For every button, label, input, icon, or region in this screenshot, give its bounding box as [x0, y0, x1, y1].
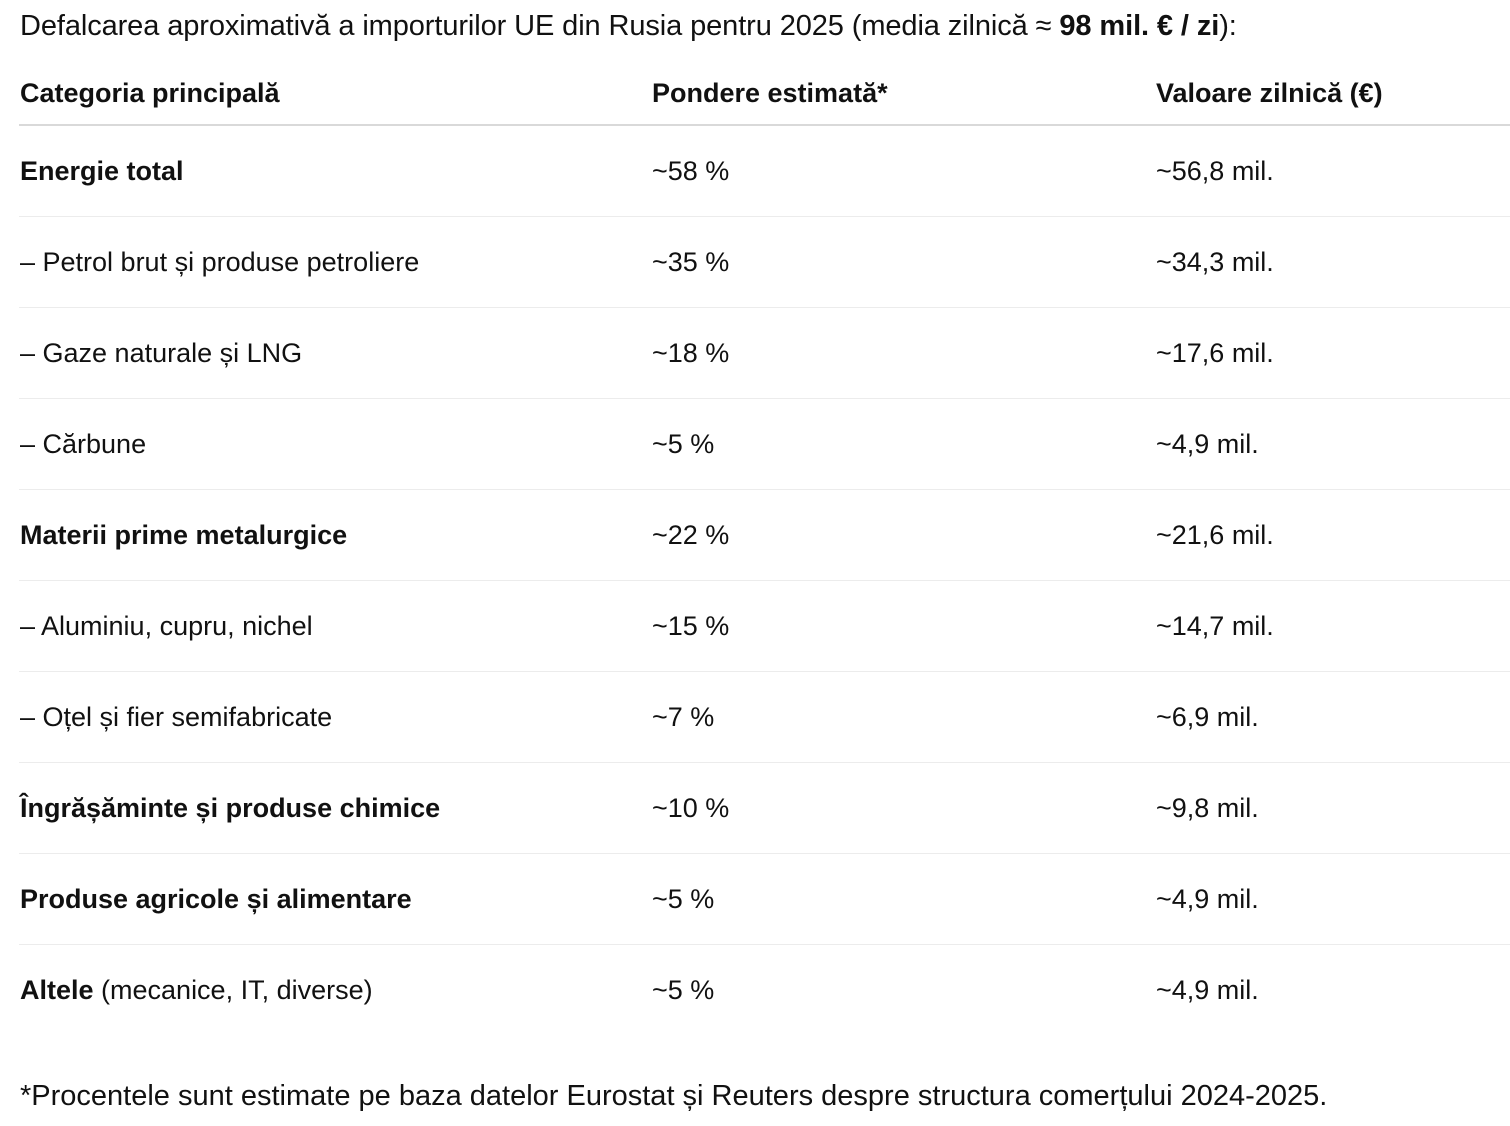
row-share: ~35 % — [652, 246, 730, 277]
table-row: – Gaze naturale și LNG ~18 % ~17,6 mil. — [19, 308, 1510, 399]
imports-table: Categoria principală Pondere estimată* V… — [19, 60, 1510, 1035]
row-share: ~5 % — [652, 974, 715, 1005]
table-row: – Oțel și fier semifabricate ~7 % ~6,9 m… — [19, 672, 1510, 763]
header-share: Pondere estimată* — [652, 77, 888, 108]
row-category-note: (mecanice, IT, diverse) — [93, 974, 373, 1005]
row-daily-value: ~4,9 mil. — [1156, 428, 1259, 459]
footnote: *Procentele sunt estimate pe baza datelo… — [20, 1080, 1328, 1112]
row-daily-value: ~6,9 mil. — [1156, 701, 1259, 732]
table-row: Îngrășăminte și produse chimice ~10 % ~9… — [19, 763, 1510, 854]
row-daily-value: ~21,6 mil. — [1156, 519, 1274, 550]
row-category: – Cărbune — [20, 428, 147, 459]
intro-daily-average: 98 mil. € / zi — [1059, 10, 1220, 42]
row-share: ~7 % — [652, 701, 715, 732]
table-row: Produse agricole și alimentare ~5 % ~4,9… — [19, 854, 1510, 945]
row-category: Îngrășăminte și produse chimice — [20, 792, 441, 823]
intro-text-after: ): — [1219, 10, 1237, 42]
row-daily-value: ~34,3 mil. — [1156, 246, 1274, 277]
header-category: Categoria principală — [20, 77, 280, 108]
row-daily-value: ~9,8 mil. — [1156, 792, 1259, 823]
intro-text: Defalcarea aproximativă a importurilor U… — [20, 4, 1237, 48]
row-daily-value: ~4,9 mil. — [1156, 883, 1259, 914]
table-row: – Cărbune ~5 % ~4,9 mil. — [19, 399, 1510, 490]
intro-text-before: Defalcarea aproximativă a importurilor U… — [20, 10, 1060, 42]
header-daily-value: Valoare zilnică (€) — [1156, 77, 1383, 108]
table-row: Altele (mecanice, IT, diverse) ~5 % ~4,9… — [19, 945, 1510, 1035]
row-daily-value: ~56,8 mil. — [1156, 155, 1274, 186]
row-category-cell: Altele (mecanice, IT, diverse) — [20, 945, 373, 1035]
table-row: Energie total ~58 % ~56,8 mil. — [19, 126, 1510, 217]
table-header-row: Categoria principală Pondere estimată* V… — [19, 60, 1510, 126]
row-share: ~15 % — [652, 610, 730, 641]
row-category: – Oțel și fier semifabricate — [20, 701, 333, 732]
row-category: – Petrol brut și produse petroliere — [20, 246, 420, 277]
row-share: ~5 % — [652, 883, 715, 914]
row-daily-value: ~14,7 mil. — [1156, 610, 1274, 641]
row-daily-value: ~17,6 mil. — [1156, 337, 1274, 368]
row-share: ~18 % — [652, 337, 730, 368]
row-category: – Aluminiu, cupru, nichel — [20, 610, 313, 641]
row-category: – Gaze naturale și LNG — [20, 337, 303, 368]
row-share: ~22 % — [652, 519, 730, 550]
row-daily-value: ~4,9 mil. — [1156, 974, 1259, 1005]
row-category: Energie total — [20, 155, 184, 186]
table-row: – Aluminiu, cupru, nichel ~15 % ~14,7 mi… — [19, 581, 1510, 672]
table-row: Materii prime metalurgice ~22 % ~21,6 mi… — [19, 490, 1510, 581]
row-share: ~58 % — [652, 155, 730, 186]
row-share: ~10 % — [652, 792, 730, 823]
table-row: – Petrol brut și produse petroliere ~35 … — [19, 217, 1510, 308]
row-share: ~5 % — [652, 428, 715, 459]
row-category: Altele — [20, 974, 94, 1005]
row-category: Produse agricole și alimentare — [20, 883, 412, 914]
row-category: Materii prime metalurgice — [20, 519, 348, 550]
